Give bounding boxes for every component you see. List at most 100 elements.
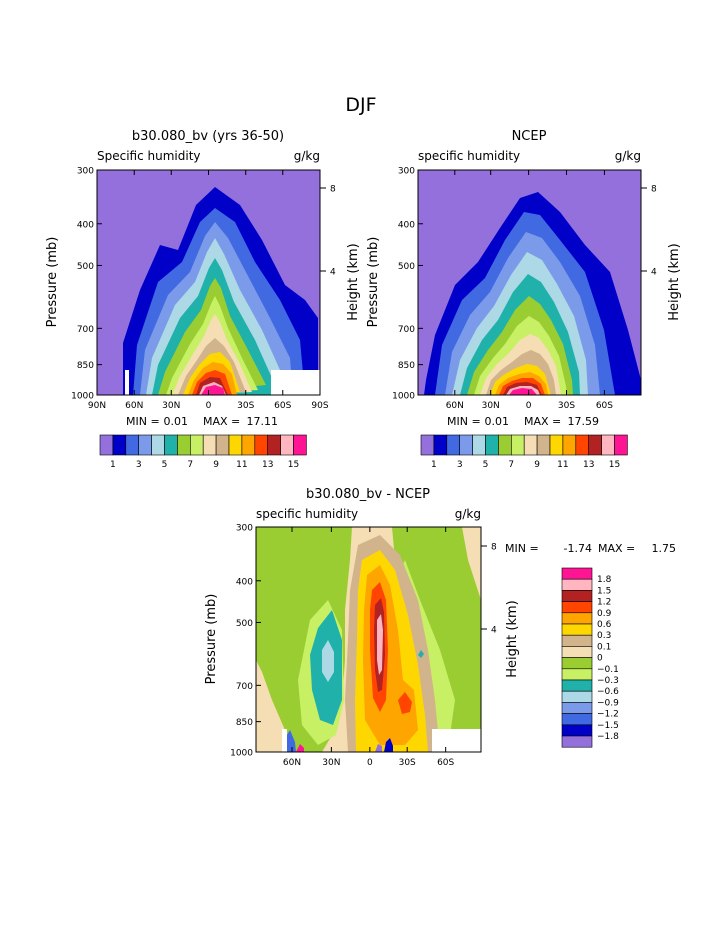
colorbar-label: 3 [136,460,142,470]
height-axis-ncep: 84 [641,185,657,278]
colorbar-swatch [561,646,593,658]
panel-diff-subtitle: specific humidity [256,507,358,521]
colorbar-label: 13 [262,460,273,470]
diff-band-surface-navy [384,738,393,752]
max-value-diff: 1.75 [652,542,677,555]
colorbar-swatch [561,634,593,647]
x-tick-label: 30S [399,758,416,768]
colorbar-label: 11 [557,460,568,470]
panel-model-units: g/kg [294,149,320,163]
height-axis-label-model: Height (km) [346,243,361,320]
level-15-fill [201,385,225,395]
colorbar-label: 1.5 [597,586,611,596]
x-tick-label: 60N [283,758,301,768]
colorbar-label: 0.3 [597,631,611,641]
colorbar-swatch [164,434,178,456]
x-axis-ncep: 60N 30N 0 30S 60S [446,170,613,411]
colorbar-label: 11 [236,460,247,470]
colorbar-diff: 1.81.5 1.20.90.60.30.1 0−0.1−0.3−0.6−0.9 −1… [561,567,619,748]
height-axis-label-diff: Height (km) [505,600,520,677]
colorbar-label: −0.1 [597,665,619,675]
colorbar-label: 15 [288,460,299,470]
y-tick-label: 300 [236,524,253,534]
diff-band-pos-0.9-1.2-2 [398,692,412,714]
panel-ncep-units: g/kg [615,149,641,163]
y-tick-label: 500 [236,619,253,629]
y-axis-label-diff: Pressure (mb) [204,594,219,685]
panel-model-subtitle: Specific humidity [97,149,201,163]
surface-mask-diff-2 [282,729,287,752]
colorbar-label: 0.9 [597,609,612,619]
surface-mask-model-2 [125,370,129,395]
colorbar-swatch [536,434,551,456]
y-tick-label: 1000 [230,749,253,759]
colorbar-label: −0.9 [597,698,619,708]
colorbar-swatch [601,434,615,456]
min-label-ncep: MIN = [447,415,481,428]
y-axis-label-ncep: Pressure (mb) [366,237,381,328]
colorbar-swatch [280,434,294,456]
y-axis-label-model: Pressure (mb) [45,237,60,328]
max-label-ncep: MAX = [524,415,561,428]
colorbar-swatch [575,434,589,456]
x-tick-label: 30N [322,758,340,768]
colorbar-label: 0.1 [597,642,611,652]
y-tick-label: 1000 [392,392,415,402]
colorbar-swatch [561,668,593,681]
y-axis-ncep: 300 400 500 700 850 1000 [392,167,423,402]
x-axis-diff: 60N 30N 0 30S 60S [283,527,455,768]
page-title: DJF [345,94,376,116]
colorbar-swatch [561,578,593,591]
colorbar-swatch [561,735,593,748]
height-axis-diff: 84 [481,543,497,636]
y-axis-model: 300 400 500 700 850 1000 [71,167,102,402]
colorbar-swatch [138,434,152,456]
colorbar-swatch [228,434,243,456]
colorbar-label: 15 [609,460,620,470]
colorbar-swatch [267,434,281,456]
y-tick-label: 400 [236,577,253,587]
max-label-diff: MAX = [598,542,635,555]
x-tick-label: 60S [274,401,291,411]
colorbar-label: 1 [431,460,437,470]
min-value-ncep: 0.01 [485,415,510,428]
colorbar-label: 1.8 [597,575,612,585]
y-tick-label: 850 [398,361,415,371]
diff-band-neg-0-0.1-south [392,527,481,752]
colorbar-label: 5 [162,460,168,470]
colorbar-swatch [523,434,538,456]
colorbar-swatch [485,434,499,456]
height-tick-label: 4 [491,626,497,636]
plot-frame-diff [255,526,482,753]
height-tick-label: 4 [330,268,336,278]
colorbar-label: 0 [597,654,603,664]
colorbar-label: 1 [110,460,116,470]
colorbar-swatch [588,434,602,456]
height-tick-label: 8 [651,185,657,195]
x-axis-model: 90N 60N 30N 0 30S 60S 90S [88,170,329,411]
colorbar-label: 13 [583,460,594,470]
colorbar-swatch [177,434,191,456]
colorbar-swatch [561,590,593,602]
x-tick-label: 0 [206,401,212,411]
y-tick-label: 700 [77,325,94,335]
colorbar-swatch [549,434,564,456]
x-tick-label: 60N [446,401,464,411]
min-label-model: MIN = [126,415,160,428]
max-value-ncep: 17.59 [568,415,600,428]
colorbar-swatch [99,434,114,456]
colorbar-label: 1.2 [597,598,611,608]
x-tick-label: 60S [437,758,454,768]
colorbar-label: 0.6 [597,620,612,630]
diff-band-pos-1.5-1.8 [377,614,383,675]
min-value-model: 0.01 [164,415,189,428]
height-axis-model: 84 [320,185,336,278]
colorbar-label: −0.6 [597,687,619,697]
diff-band-surface-purple [375,744,382,752]
colorbar-label: 7 [187,460,193,470]
max-label-model: MAX = [203,415,240,428]
colorbar-swatch [561,724,593,737]
max-value-model: 17.11 [247,415,279,428]
panel-ncep: NCEP specific humidity g/kg 300400500700… [366,129,682,470]
